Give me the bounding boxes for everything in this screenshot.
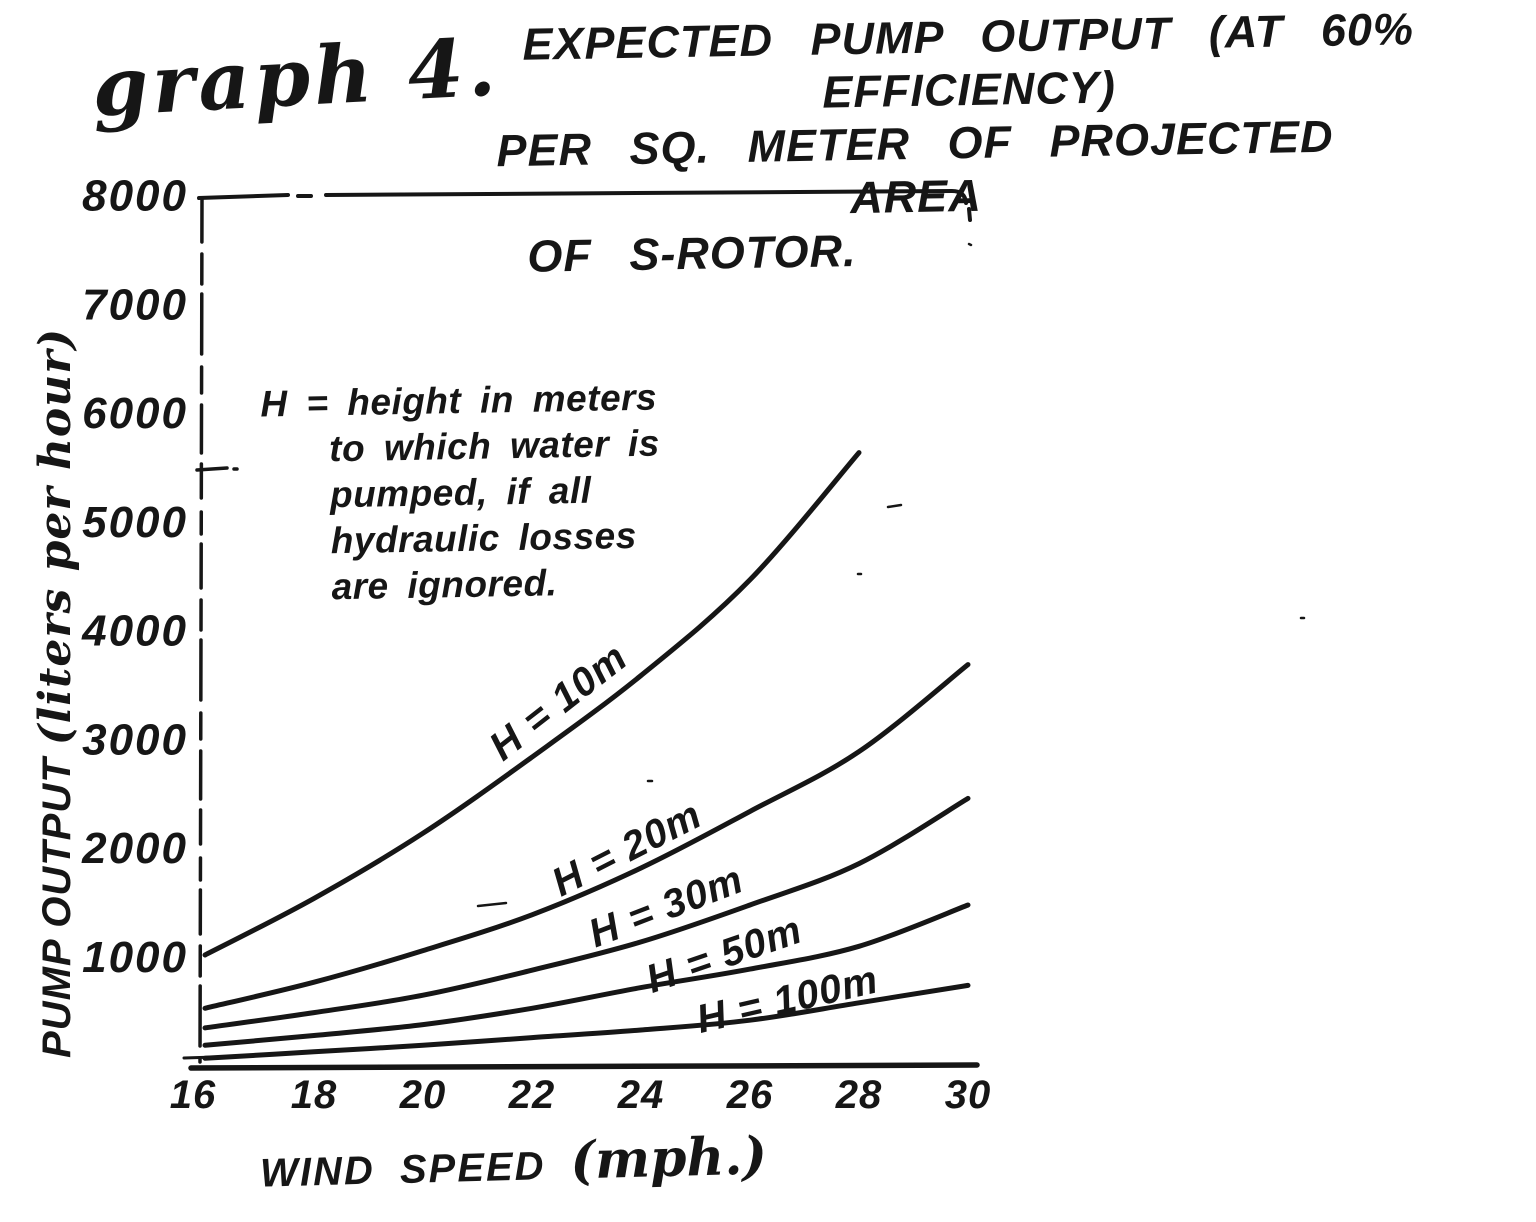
x-tick-label: 24	[617, 1073, 665, 1117]
x-tick-label: 30	[945, 1073, 992, 1117]
y-tick-label: 7000	[82, 280, 188, 329]
series-curve-2	[202, 662, 971, 1011]
series-curve-1	[202, 450, 862, 958]
x-axis-title-unit: (mph.)	[569, 1125, 768, 1192]
y-tick-label: 1000	[82, 933, 188, 982]
y-tick-label: 4000	[81, 607, 188, 656]
plot-top-border-dash	[967, 207, 972, 222]
x-axis-line	[188, 1062, 980, 1071]
x-tick-label: 20	[399, 1073, 447, 1117]
x-tick-label: 28	[835, 1073, 883, 1117]
series-curve-5	[202, 982, 971, 1061]
x-tick-label: 26	[726, 1073, 774, 1117]
y-tick-label: 5000	[82, 498, 188, 547]
scan-specks	[476, 242, 1306, 908]
plot-top-border	[197, 189, 968, 205]
x-tick-label: 18	[291, 1073, 338, 1117]
y-axis-line	[198, 196, 204, 1064]
curve-label: H = 10m	[481, 635, 635, 769]
x-tick-label: 22	[508, 1073, 556, 1117]
series-curve-4	[202, 902, 971, 1048]
x-tick-label: 16	[170, 1073, 217, 1117]
y-tick-label: 2000	[81, 824, 188, 873]
y-tick-label: 8000	[82, 172, 188, 221]
y-tick-label: 3000	[82, 715, 188, 764]
y-axis-stray-tick	[195, 466, 239, 472]
series-curve-3	[202, 795, 971, 1031]
x-axis-title-text: WIND SPEED	[259, 1144, 547, 1196]
y-tick-label: 6000	[82, 389, 188, 438]
